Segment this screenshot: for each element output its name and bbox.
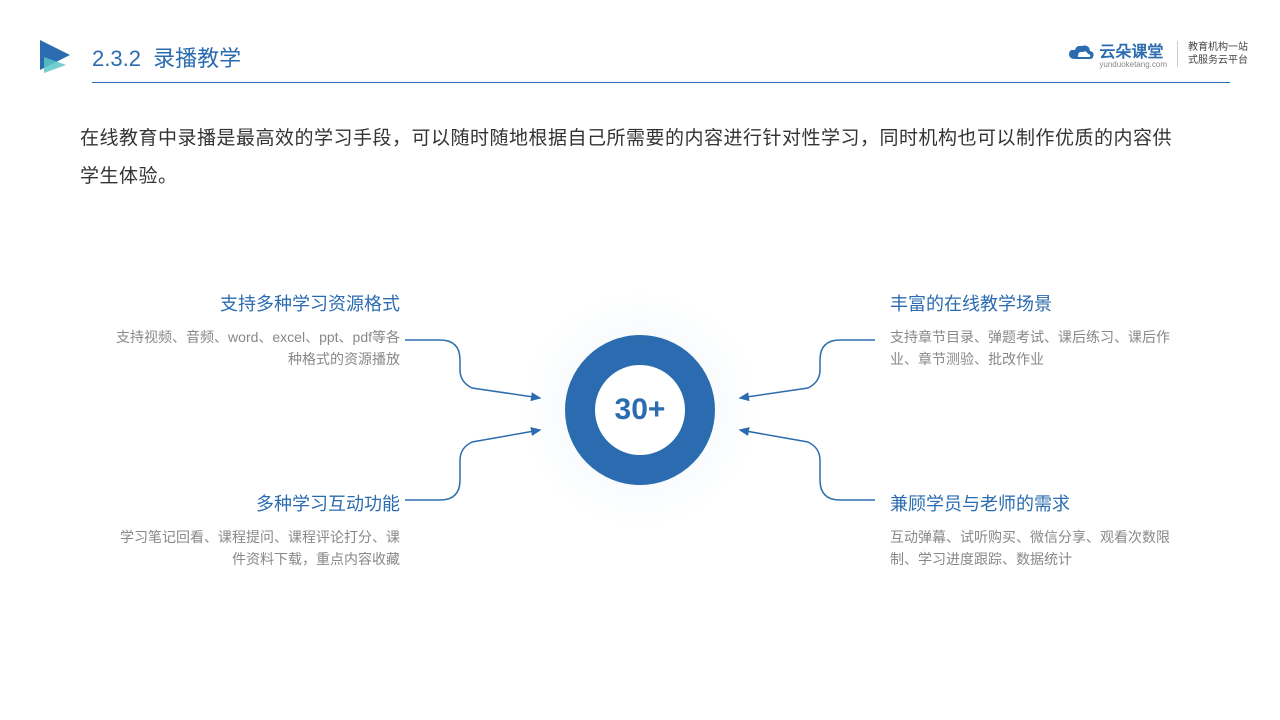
brand-name: 云朵课堂	[1099, 38, 1167, 62]
title-group: 2.3.2 录播教学	[40, 40, 241, 74]
brand-tagline: 教育机构一站 式服务云平台	[1177, 41, 1248, 67]
play-triangle-icon	[40, 40, 76, 74]
brand-url: yunduoketang.com	[1099, 60, 1167, 69]
feature-bottom-left: 多种学习互动功能 学习笔记回看、课程提问、课程评论打分、课件资料下载，重点内容收…	[110, 490, 400, 571]
slide-header: 2.3.2 录播教学 云朵课堂 yunduoketang.com 教育机构一站 …	[0, 30, 1280, 90]
feature-top-right: 丰富的在线教学场景 支持章节目录、弹题考试、课后练习、课后作业、章节测验、批改作…	[890, 290, 1180, 371]
center-ring: 30+	[565, 335, 715, 485]
feature-diagram: 30+ 支持多种学习资源格式 支持视频、音频、word、excel、ppt、pd…	[0, 250, 1280, 650]
cloud-icon	[1067, 43, 1095, 65]
brand-text-block: 云朵课堂 yunduoketang.com	[1099, 38, 1167, 69]
header-underline	[92, 82, 1230, 83]
brand-tagline-line1: 教育机构一站	[1188, 41, 1248, 54]
center-value: 30+	[615, 393, 666, 427]
feature-title: 多种学习互动功能	[110, 490, 400, 516]
feature-title: 支持多种学习资源格式	[110, 290, 400, 316]
section-number: 2.3.2	[92, 46, 141, 71]
feature-desc: 学习笔记回看、课程提问、课程评论打分、课件资料下载，重点内容收藏	[110, 526, 400, 571]
feature-bottom-right: 兼顾学员与老师的需求 互动弹幕、试听购买、微信分享、观看次数限制、学习进度跟踪、…	[890, 490, 1180, 571]
slide-title: 2.3.2 录播教学	[92, 41, 241, 73]
feature-desc: 支持章节目录、弹题考试、课后练习、课后作业、章节测验、批改作业	[890, 326, 1180, 371]
feature-desc: 支持视频、音频、word、excel、ppt、pdf等各种格式的资源播放	[110, 326, 400, 371]
feature-desc: 互动弹幕、试听购买、微信分享、观看次数限制、学习进度跟踪、数据统计	[890, 526, 1180, 571]
brand-tagline-line2: 式服务云平台	[1188, 54, 1248, 67]
intro-paragraph: 在线教育中录播是最高效的学习手段，可以随时随地根据自己所需要的内容进行针对性学习…	[80, 120, 1190, 196]
brand-logo: 云朵课堂 yunduoketang.com 教育机构一站 式服务云平台	[1067, 38, 1248, 69]
feature-title: 丰富的在线教学场景	[890, 290, 1180, 316]
feature-top-left: 支持多种学习资源格式 支持视频、音频、word、excel、ppt、pdf等各种…	[110, 290, 400, 371]
section-title: 录播教学	[153, 46, 241, 71]
feature-title: 兼顾学员与老师的需求	[890, 490, 1180, 516]
